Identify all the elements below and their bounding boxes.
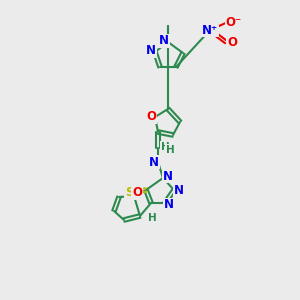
Text: N: N: [149, 155, 159, 169]
Text: N⁺: N⁺: [202, 23, 218, 37]
Text: O: O: [227, 35, 237, 49]
Text: N: N: [146, 44, 156, 58]
Text: S: S: [125, 185, 133, 199]
Text: N: N: [164, 199, 174, 212]
Text: H: H: [160, 142, 169, 152]
Text: H: H: [148, 213, 156, 223]
Text: N: N: [159, 34, 169, 47]
Text: H: H: [166, 145, 174, 155]
Text: N: N: [174, 184, 184, 196]
Text: O: O: [132, 187, 142, 200]
Text: N: N: [163, 169, 173, 182]
Text: O: O: [146, 110, 156, 124]
Text: O⁻: O⁻: [226, 16, 242, 28]
